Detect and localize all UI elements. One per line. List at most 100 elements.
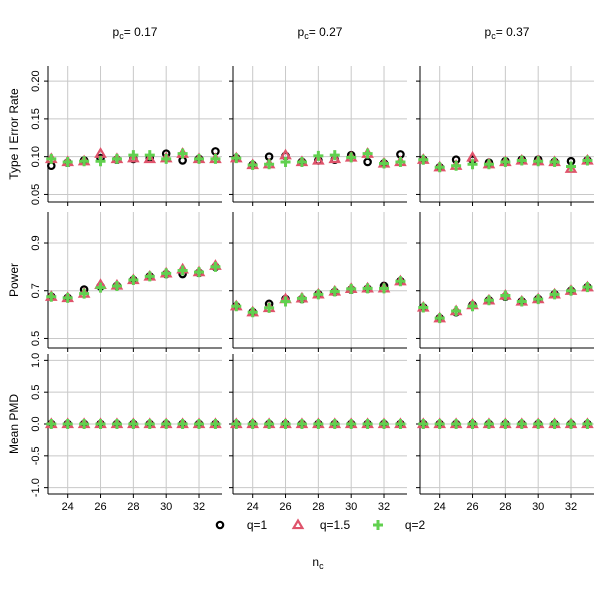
data-point-plus <box>247 419 258 429</box>
data-point-plus <box>313 289 324 300</box>
data-point-plus-shape <box>46 153 57 164</box>
column-title-value: = 0.37 <box>496 25 530 39</box>
row-label-0: Type I Error Rate <box>7 88 21 180</box>
data-point-triangle-shape <box>143 152 157 164</box>
data-point-plus <box>161 153 172 164</box>
x-axis-label: nc <box>312 555 324 571</box>
tick-label-x: 28 <box>312 501 324 513</box>
data-point-plus-shape <box>418 419 429 429</box>
data-point-plus <box>582 155 593 166</box>
legend-item-1: q=1.5 <box>291 518 351 532</box>
tick-label-x: 30 <box>345 501 357 513</box>
data-point-plus <box>566 161 577 172</box>
data-point-plus-shape <box>346 283 357 294</box>
data-point-triangle-shape <box>127 151 140 163</box>
data-point-plus-shape <box>177 419 188 429</box>
legend-label: q=1.5 <box>320 518 351 532</box>
data-point-plus <box>95 156 106 167</box>
data-point-plus-shape <box>566 285 577 296</box>
data-point-plus <box>329 419 340 429</box>
legend-marker-triangle-shape <box>291 518 305 530</box>
tick-label-y: 0.15 <box>30 108 42 129</box>
data-point-plus <box>111 153 122 164</box>
tick-label-y: 0.9 <box>30 235 42 250</box>
data-point-plus-shape <box>210 153 221 164</box>
data-point-plus <box>451 306 462 317</box>
data-point-plus <box>500 156 511 167</box>
legend-label: q=2 <box>405 518 426 532</box>
column-title-prefix: p <box>298 25 305 39</box>
tick-label-y: -1.0 <box>30 478 42 497</box>
data-point-plus-shape <box>194 267 205 278</box>
data-point-plus-shape <box>395 156 406 167</box>
data-point-plus <box>379 158 390 169</box>
data-point-plus-shape <box>313 289 324 300</box>
data-point-plus-shape <box>500 290 511 301</box>
data-point-plus-shape <box>62 292 73 303</box>
data-point-plus <box>296 293 307 304</box>
data-point-plus <box>467 301 478 312</box>
data-point-plus-shape <box>362 148 373 159</box>
data-point-plus-shape <box>313 150 324 161</box>
data-point-plus <box>177 148 188 159</box>
data-point-plus <box>128 419 139 429</box>
data-point-plus <box>516 155 527 166</box>
data-point-plus <box>194 419 205 429</box>
data-point-plus <box>533 419 544 429</box>
data-point-plus <box>582 282 593 293</box>
data-point-plus <box>128 275 139 285</box>
panel-r1-c0: 0.5 0.7 0.9 <box>30 212 222 352</box>
data-point-plus-shape <box>177 148 188 159</box>
data-point-plus-shape <box>194 153 205 164</box>
data-point-triangle-shape <box>312 153 325 165</box>
data-point-plus <box>483 419 494 429</box>
data-point-plus-shape <box>566 419 577 429</box>
data-point-plus <box>451 419 462 429</box>
column-title-1: pc= 0.27 <box>298 25 343 41</box>
data-point-plus-shape <box>500 419 511 429</box>
data-point-plus-shape <box>549 156 560 167</box>
data-point-plus <box>379 419 390 429</box>
data-point-plus <box>231 301 242 312</box>
legend-marker-circle <box>215 520 225 530</box>
tick-label-x: 24 <box>247 501 259 513</box>
data-point-plus <box>79 156 90 167</box>
data-point-plus-shape <box>379 419 390 429</box>
data-point-plus <box>418 154 429 165</box>
data-point-plus <box>46 291 57 302</box>
data-point-plus <box>533 156 544 167</box>
data-point-plus <box>483 159 494 170</box>
data-point-plus-shape <box>128 419 139 429</box>
tick-label-y: 0.0 <box>30 416 42 431</box>
data-point-plus-shape <box>379 283 390 294</box>
data-point-plus <box>210 419 221 429</box>
data-point-triangle <box>328 152 342 164</box>
legend-marker-circle-shape <box>215 520 225 530</box>
data-point-plus-shape <box>451 160 462 171</box>
tick-label-x: 24 <box>62 501 74 513</box>
data-point-plus <box>79 419 90 429</box>
data-point-plus <box>418 419 429 429</box>
tick-label-x: 32 <box>565 501 577 513</box>
data-point-plus-shape <box>533 156 544 167</box>
tick-label-y: 0.10 <box>30 146 42 167</box>
data-point-plus <box>500 419 511 429</box>
data-point-plus-shape <box>483 419 494 429</box>
data-point-plus-shape <box>46 291 57 302</box>
data-point-plus-shape <box>418 302 429 313</box>
data-point-plus-shape <box>79 156 90 167</box>
data-point-plus-shape <box>144 271 155 282</box>
tick-label-x: 30 <box>160 501 172 513</box>
panel-r2-c0: -1.0 -0.5 0.0 0.5 1.0 24 26 28 30 32 <box>30 353 222 513</box>
data-point-plus <box>434 313 445 324</box>
data-point-plus-shape <box>177 265 188 276</box>
data-point-plus <box>395 276 406 287</box>
data-point-plus <box>62 156 73 167</box>
tick-label-y: 1.0 <box>30 353 42 368</box>
data-point-plus <box>467 159 478 170</box>
data-point-plus-shape <box>95 419 106 429</box>
data-point-plus-shape <box>467 301 478 312</box>
data-point-plus-shape <box>533 419 544 429</box>
tick-label-y: -0.5 <box>30 446 42 465</box>
panel-r2-c1: 24 26 28 30 32 <box>229 354 407 513</box>
